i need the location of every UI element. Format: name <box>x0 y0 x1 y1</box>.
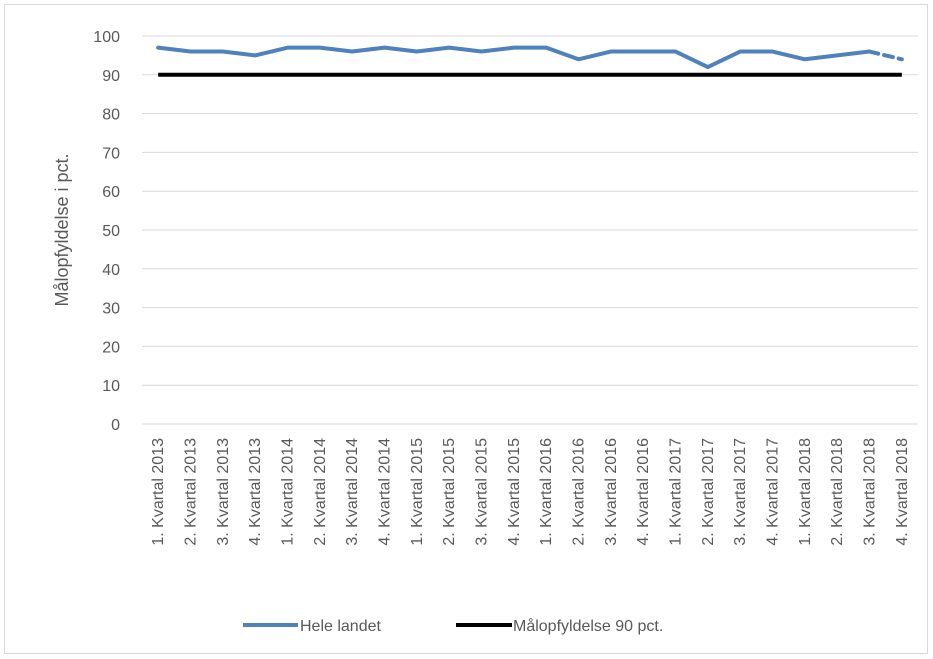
x-tick-label: 1. Kvartal 2016 <box>538 438 555 546</box>
legend-label-hele-landet: Hele landet <box>300 618 382 635</box>
y-tick-label: 50 <box>102 223 120 240</box>
x-tick-label: 3. Kvartal 2016 <box>603 438 620 546</box>
x-tick-label: 4. Kvartal 2016 <box>635 438 652 546</box>
y-tick-label: 80 <box>102 107 120 124</box>
legend: Hele landet Målopfyldelse 90 pct. <box>243 617 663 635</box>
y-tick-label: 40 <box>102 262 120 279</box>
series-lines <box>156 45 904 77</box>
x-tick-label: 1. Kvartal 2017 <box>668 438 685 546</box>
x-tick-label: 2. Kvartal 2017 <box>700 438 717 546</box>
x-tick-label: 3. Kvartal 2015 <box>474 438 491 546</box>
x-tick-label: 3. Kvartal 2017 <box>732 438 749 546</box>
y-axis-tick-labels: 0 10 20 30 40 50 60 70 80 90 100 <box>93 29 120 434</box>
y-tick-label: 30 <box>102 301 120 318</box>
series-line-hele-landet <box>156 45 872 70</box>
y-tick-label: 90 <box>102 68 120 85</box>
x-tick-label: 2. Kvartal 2013 <box>183 438 200 546</box>
x-tick-label: 4. Kvartal 2017 <box>765 438 782 546</box>
x-tick-label: 3. Kvartal 2014 <box>344 438 361 546</box>
x-tick-label: 1. Kvartal 2013 <box>150 438 167 546</box>
y-tick-label: 10 <box>102 378 120 395</box>
x-tick-label: 3. Kvartal 2018 <box>862 438 879 546</box>
y-tick-label: 100 <box>93 29 120 46</box>
x-tick-label: 2. Kvartal 2018 <box>829 438 846 546</box>
legend-label-target-90: Målopfyldelse 90 pct. <box>513 617 663 635</box>
series-line-hele-landet-dashed-segment <box>867 49 904 62</box>
y-tick-label: 20 <box>102 339 120 356</box>
x-tick-label: 3. Kvartal 2013 <box>215 438 232 546</box>
y-tick-label: 0 <box>111 417 120 434</box>
chart-frame <box>4 4 928 654</box>
x-tick-label: 1. Kvartal 2014 <box>280 438 297 546</box>
y-tick-label: 60 <box>102 184 120 201</box>
x-tick-label: 2. Kvartal 2014 <box>312 438 329 546</box>
y-tick-label: 70 <box>102 145 120 162</box>
y-axis-title: Målopfyldelse i pct. <box>52 153 72 306</box>
x-tick-label: 4. Kvartal 2014 <box>377 438 394 546</box>
x-tick-label: 2. Kvartal 2016 <box>571 438 588 546</box>
x-tick-label: 4. Kvartal 2018 <box>894 438 911 546</box>
x-tick-label: 2. Kvartal 2015 <box>441 438 458 546</box>
x-tick-label: 1. Kvartal 2018 <box>797 438 814 546</box>
x-tick-label: 1. Kvartal 2015 <box>409 438 426 546</box>
x-tick-label: 4. Kvartal 2013 <box>247 438 264 546</box>
x-axis-tick-labels: 1. Kvartal 2013 2. Kvartal 2013 3. Kvartal… <box>150 438 911 546</box>
gridlines <box>142 35 918 425</box>
x-tick-label: 4. Kvartal 2015 <box>506 438 523 546</box>
